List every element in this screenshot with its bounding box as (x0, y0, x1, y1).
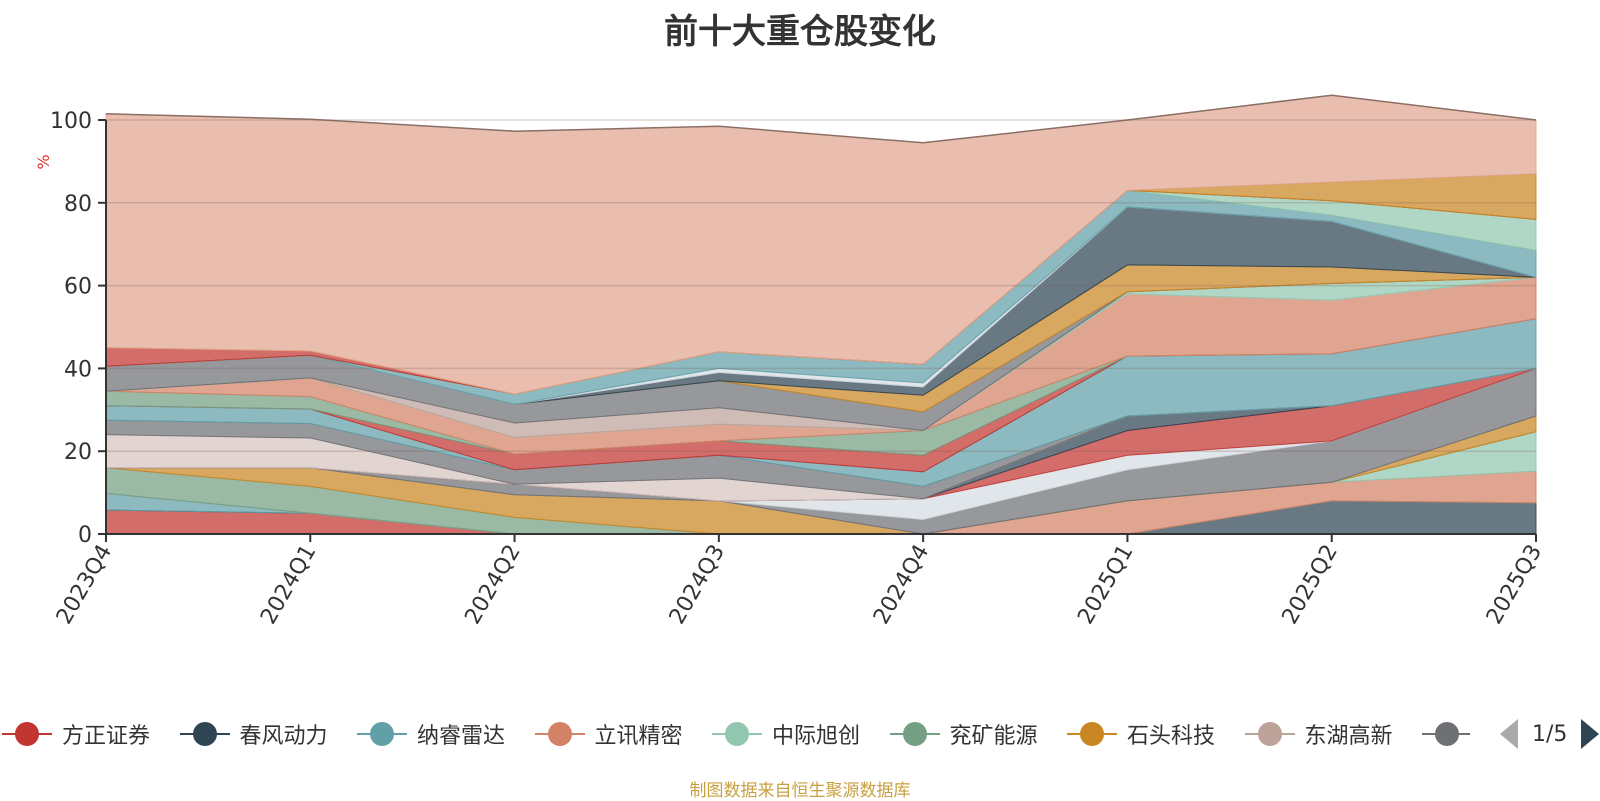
legend-item-1[interactable]: 方正证券 (2, 712, 150, 756)
area-layer (105, 94, 1537, 535)
y-tick-label-60: 60 (64, 275, 92, 300)
x-tick-label-2025Q3: 2025Q3 (1482, 541, 1547, 629)
stack-top-outline (105, 94, 1537, 144)
legend-item-2[interactable]: 春风动力 (179, 712, 328, 756)
legend-item-5[interactable]: 中际旭创 (712, 712, 860, 756)
x-tick-label-2024Q3: 2024Q3 (665, 541, 730, 629)
legend: 方正证券 春风动力 纳睿雷达 立讯精密 中际旭创 兖矿能源 石头科技 东湖高新 洛阳钼业 (0, 712, 1470, 756)
legend-item-6[interactable]: 兖矿能源 (889, 712, 1038, 756)
y-tick-labels: 0 20 40 60 80 100 (50, 109, 92, 548)
legend-item-7[interactable]: 石头科技 (1067, 712, 1215, 756)
legend-marker-icon (889, 722, 940, 746)
legend-marker-icon (712, 722, 762, 746)
y-tick-label-40: 40 (64, 357, 92, 382)
legend-marker-icon (179, 722, 230, 746)
legend-prev-icon[interactable] (1500, 719, 1518, 749)
legend-marker-icon (2, 722, 52, 746)
y-tick-label-100: 100 (50, 109, 92, 134)
legend-item-4[interactable]: 立讯精密 (534, 712, 683, 756)
x-tick-label-2024Q4: 2024Q4 (869, 541, 934, 629)
gridlines (106, 119, 1536, 452)
legend-item-9[interactable]: 洛阳钼业 (1422, 712, 1470, 756)
legend-marker-icon (1067, 722, 1117, 746)
legend-label: 方正证券 (62, 724, 151, 749)
y-axis-unit: % (34, 154, 53, 169)
legend-label: 中际旭创 (772, 724, 861, 749)
source-note: 制图数据来自恒生聚源数据库 (689, 781, 911, 801)
legend-label: 石头科技 (1127, 724, 1216, 749)
legend-label: 纳睿雷达 (417, 724, 506, 749)
legend-item-8[interactable]: 东湖高新 (1244, 712, 1393, 756)
y-tick-label-80: 80 (64, 192, 92, 217)
x-tick-labels: 2023Q4 2024Q1 2024Q2 2024Q3 2024Q4 2025Q1 2025… (52, 541, 1547, 629)
x-tick-label-2024Q2: 2024Q2 (460, 541, 525, 629)
y-tick-label-0: 0 (78, 523, 92, 548)
legend-pager: 1/5 (1500, 714, 1600, 754)
axes (98, 119, 1537, 542)
x-tick-label-2025Q1: 2025Q1 (1073, 541, 1138, 629)
legend-next-icon[interactable] (1581, 719, 1600, 749)
legend-label: 兖矿能源 (949, 724, 1038, 749)
legend-page-indicator: 1/5 (1532, 721, 1568, 747)
chart-title: 前十大重仓股变化 (664, 12, 936, 52)
legend-label: 立讯精密 (594, 724, 683, 749)
legend-marker-icon (1244, 722, 1295, 746)
legend-marker-icon (1422, 722, 1470, 746)
legend-marker-icon (357, 722, 407, 746)
legend-label: 春风动力 (239, 724, 328, 749)
legend-item-3[interactable]: 纳睿雷达 (357, 712, 505, 756)
x-tick-label-2024Q1: 2024Q1 (256, 541, 321, 629)
x-tick-label-2025Q2: 2025Q2 (1278, 541, 1343, 629)
y-tick-label-20: 20 (64, 440, 92, 465)
x-tick-label-2023Q4: 2023Q4 (52, 541, 117, 629)
legend-marker-icon (534, 722, 585, 746)
legend-label: 东湖高新 (1304, 724, 1393, 749)
